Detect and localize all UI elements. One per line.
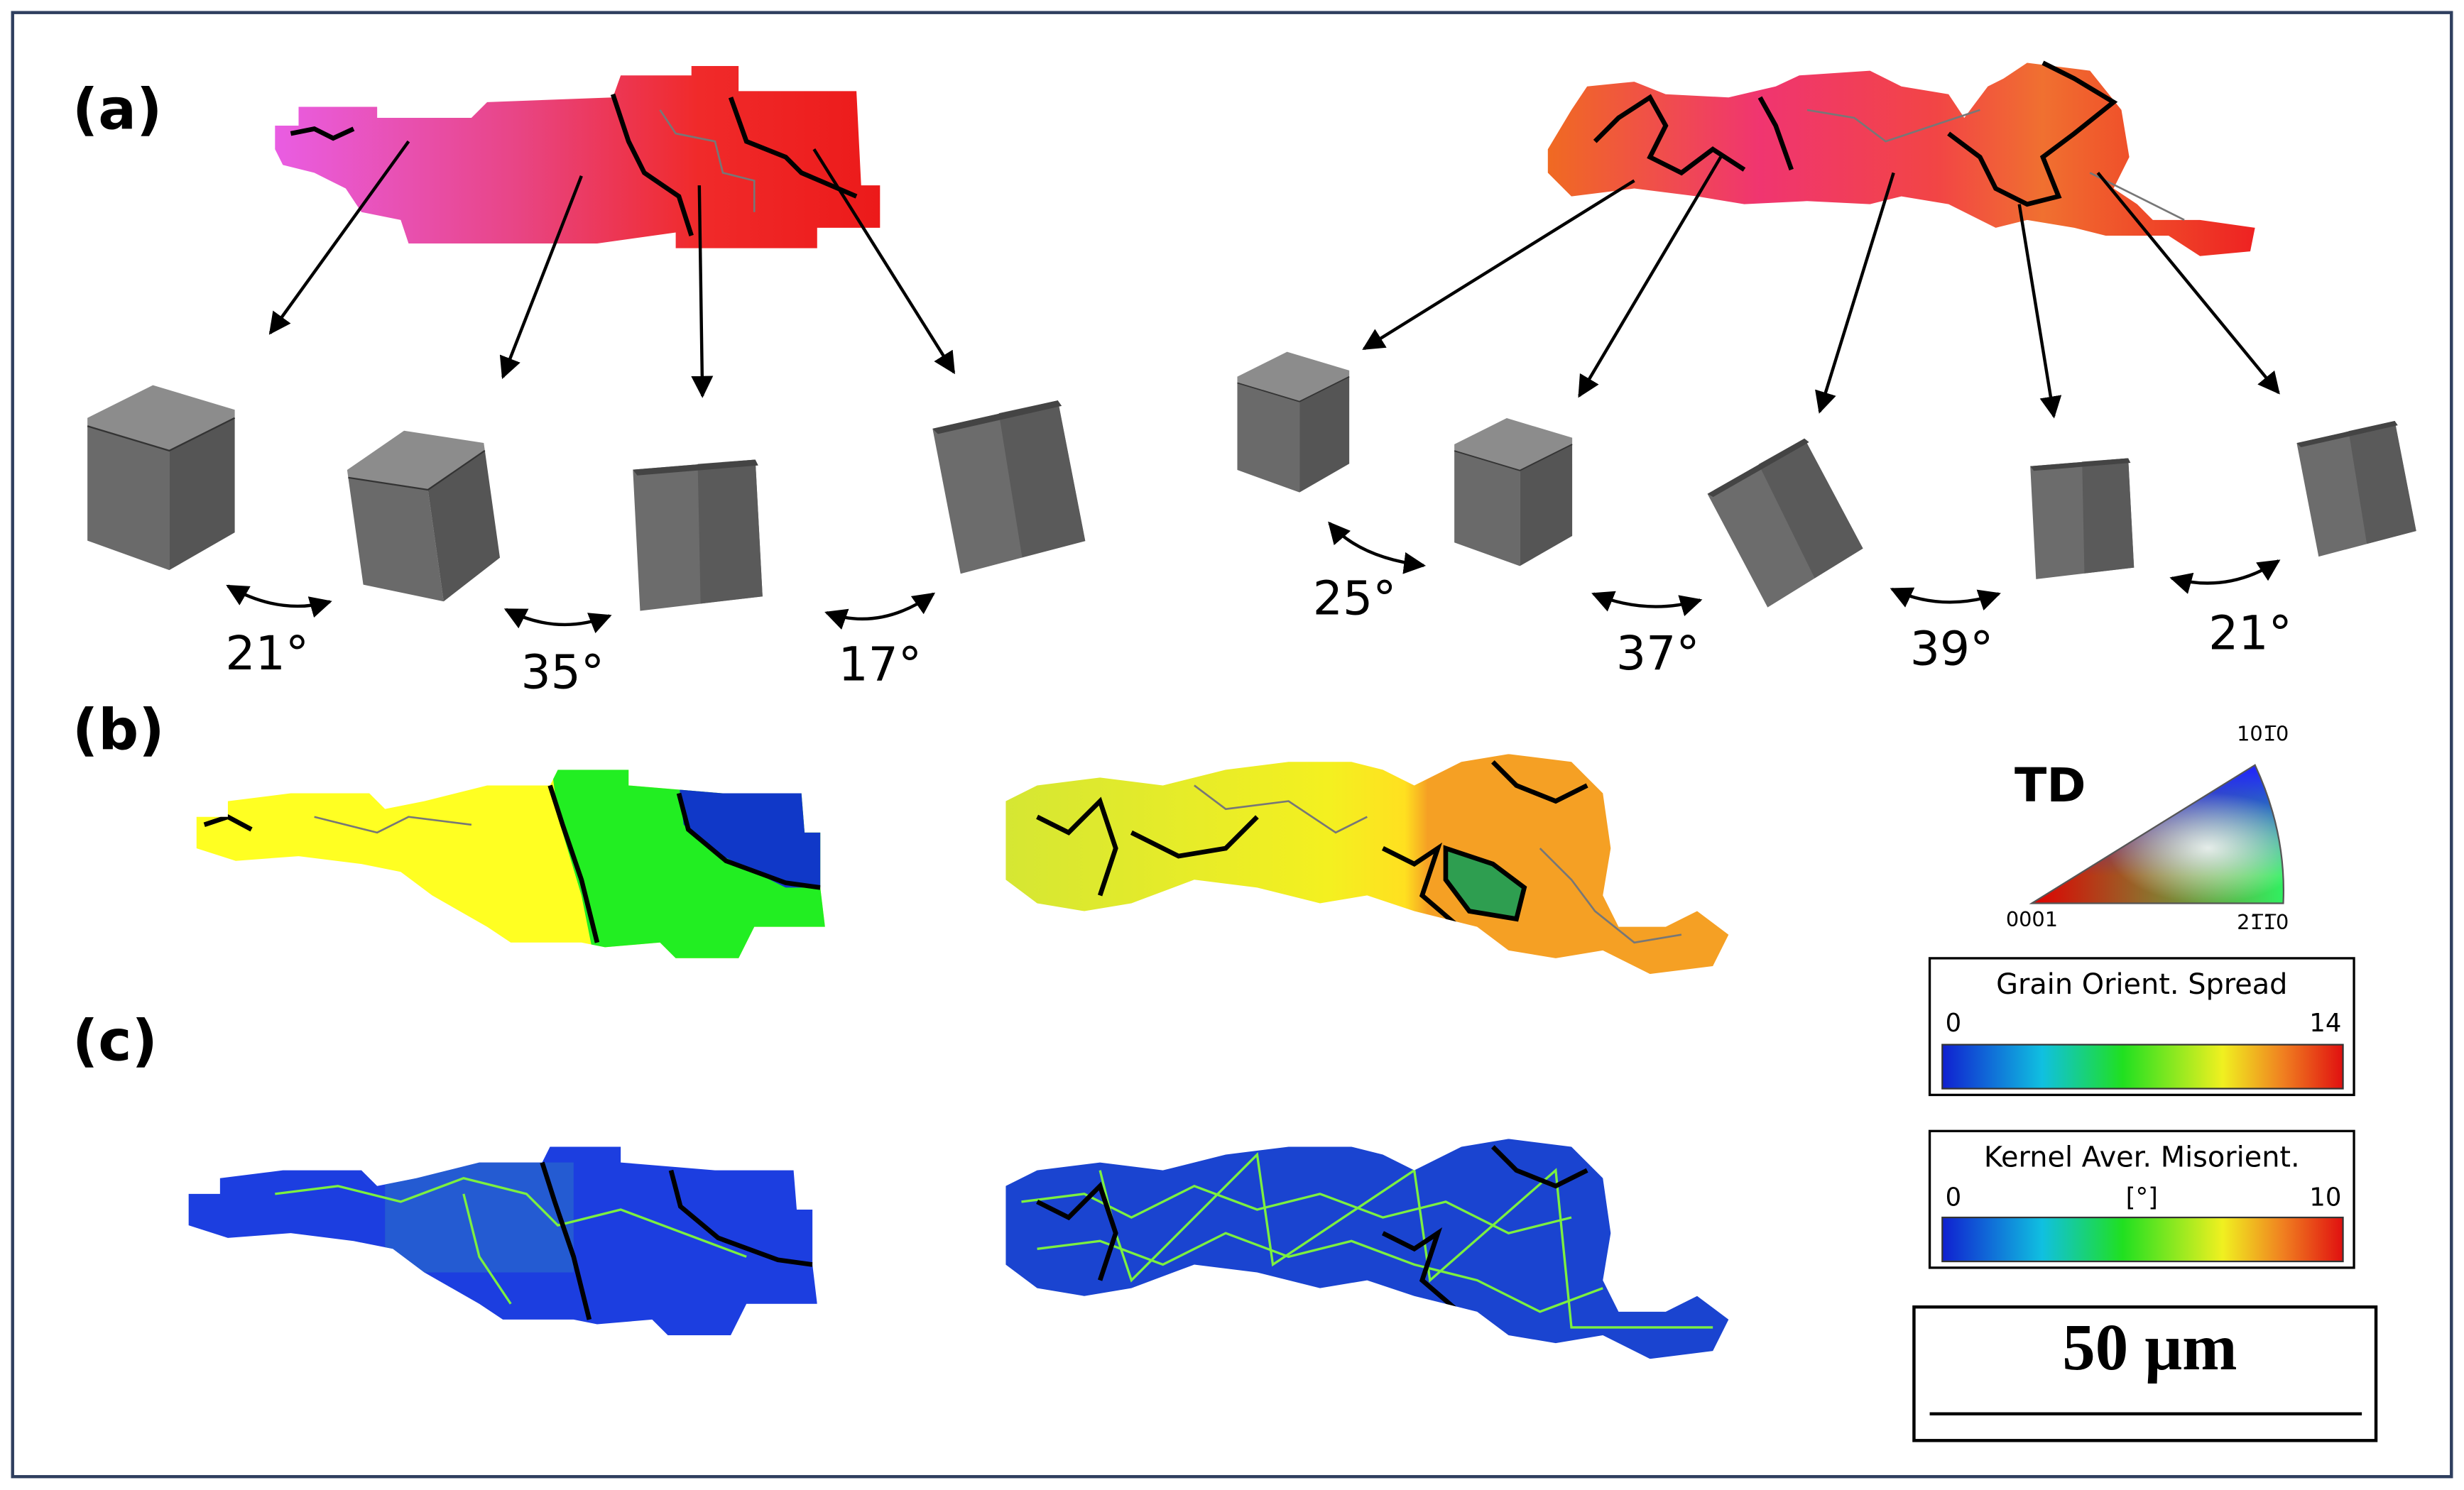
angle-label: 25° [1313, 571, 1397, 626]
colorbar-label: [°] [2126, 1183, 2158, 1212]
grain-map [196, 769, 825, 958]
colorbar-label: 0 [1946, 1183, 1962, 1212]
scale-label: 50 μm [2062, 1311, 2237, 1384]
angle-label: 17° [838, 637, 922, 692]
grain-map [1547, 60, 2255, 256]
panel-label: (b) [72, 696, 165, 762]
colorbar-label: 10 [2309, 1183, 2341, 1212]
scale-box [1912, 1305, 2378, 1442]
colorbar [1941, 1043, 2344, 1090]
colorbar-label: 14 [2309, 1009, 2341, 1038]
angle-label: 37° [1616, 625, 1700, 681]
grain-map [1005, 1139, 1729, 1359]
colorbar-title: Kernel Aver. Misorient. [1984, 1141, 2300, 1174]
colorbar [1941, 1216, 2344, 1263]
angle-label: 35° [520, 645, 604, 700]
ipf-label: 0001 [2006, 907, 2058, 931]
crystal-prisms [86, 351, 2418, 613]
ipf-title: TD [2015, 757, 2086, 813]
angle-label: 21° [2208, 605, 2292, 660]
panel-label: (c) [72, 1008, 158, 1074]
panel-label: (a) [72, 76, 163, 142]
angle-label: 21° [225, 625, 309, 681]
grain-map [188, 1146, 817, 1336]
angle-label: 39° [1910, 620, 1994, 676]
colorbar-label: 0 [1946, 1009, 1962, 1038]
colorbar-title: Grain Orient. Spread [1996, 968, 2287, 1001]
ipf-label: 101̅0 [2237, 722, 2289, 746]
arrows [268, 140, 2280, 419]
frame [11, 11, 2453, 1479]
grain-map [275, 65, 881, 248]
grain-map [1005, 754, 1729, 975]
misorientation-arrows [226, 521, 2281, 634]
ipf-label: 21̅1̅0 [2237, 910, 2289, 934]
ipf-legend [2029, 764, 2284, 904]
